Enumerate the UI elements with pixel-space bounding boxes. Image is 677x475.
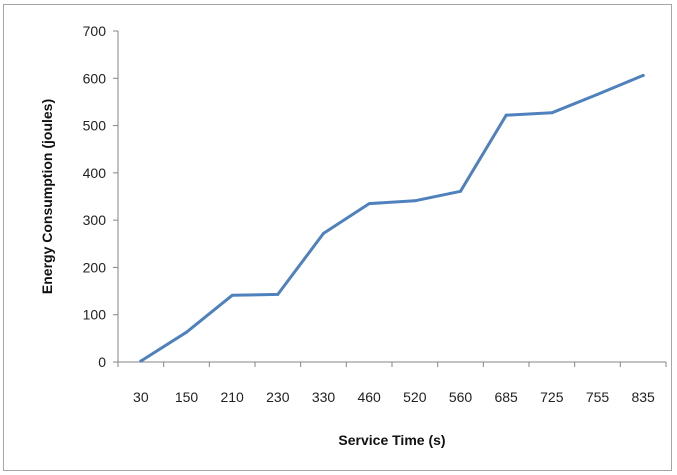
y-tick-label: 200 — [83, 259, 107, 275]
x-tick-label: 230 — [266, 389, 290, 405]
axes — [113, 30, 667, 367]
data-point — [185, 330, 188, 334]
x-tick-label: 560 — [449, 389, 473, 405]
y-tick-label: 300 — [83, 212, 107, 228]
chart-frame — [3, 4, 672, 471]
x-tick-label: 685 — [494, 389, 518, 405]
x-tick-label: 460 — [357, 389, 381, 405]
data-point — [459, 189, 462, 193]
x-tick-label: 725 — [540, 389, 564, 405]
series-line — [139, 73, 645, 363]
x-tick-label: 520 — [403, 389, 427, 405]
x-tick-label: 30 — [133, 389, 149, 405]
x-axis-title: Service Time (s) — [338, 432, 445, 448]
y-tick-label: 100 — [83, 307, 107, 323]
x-tick-labels: 30 150 210 230 330 460 520 560 685 725 755 835 — [133, 389, 655, 405]
y-tick-label: 0 — [98, 354, 106, 370]
y-tick-label: 400 — [83, 165, 107, 181]
data-point — [139, 359, 143, 363]
data-point — [276, 292, 280, 296]
y-tick-label: 600 — [83, 70, 107, 86]
data-point — [596, 92, 599, 96]
data-point — [413, 199, 417, 203]
data-point — [322, 231, 325, 235]
y-tick-label: 700 — [83, 23, 107, 39]
x-tick-label: 835 — [631, 389, 655, 405]
series-layer — [139, 73, 645, 363]
x-tick-label: 330 — [312, 389, 336, 405]
data-point — [230, 293, 234, 297]
y-axis-title: Energy Consumption (joules) — [39, 99, 55, 294]
data-point — [504, 113, 508, 117]
y-tick-labels: 0 100 200 300 400 500 600 700 — [83, 23, 107, 370]
y-tick-label: 500 — [83, 118, 107, 134]
x-tick-label: 150 — [175, 389, 199, 405]
x-tick-label: 755 — [586, 389, 610, 405]
data-point — [550, 111, 554, 115]
x-tick-label: 210 — [220, 389, 244, 405]
data-point — [641, 73, 645, 77]
data-point — [367, 202, 371, 206]
